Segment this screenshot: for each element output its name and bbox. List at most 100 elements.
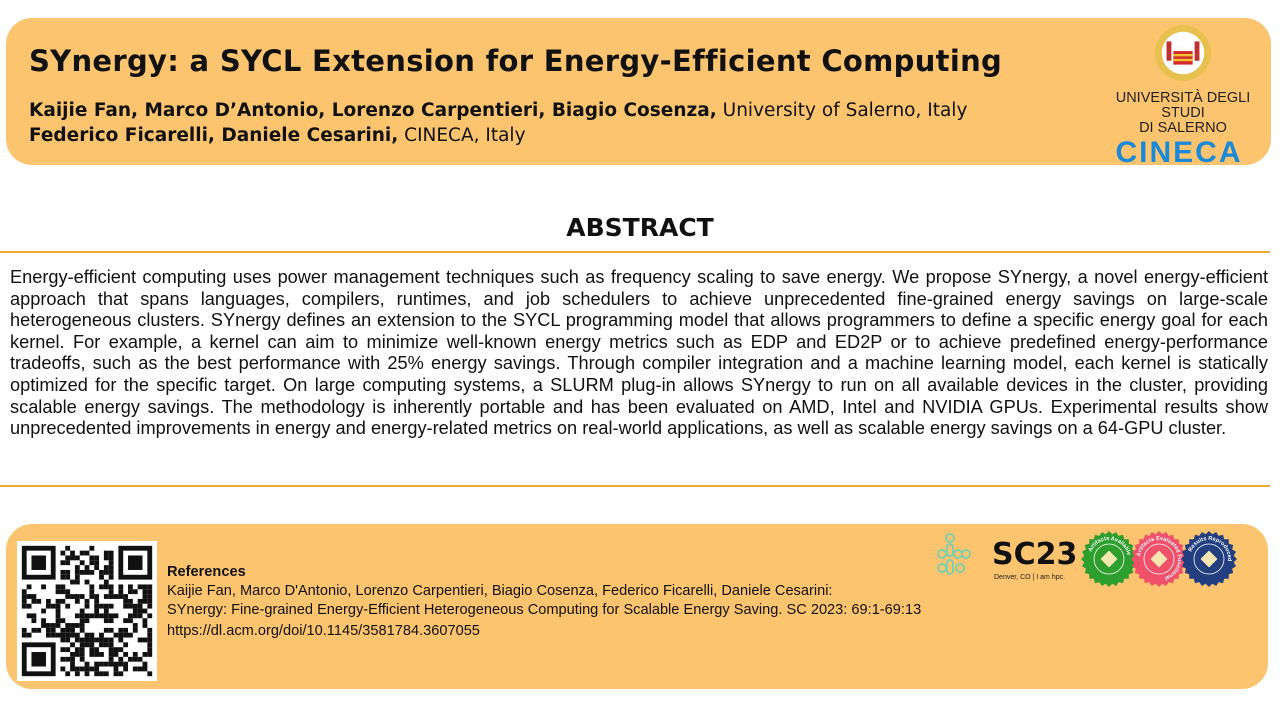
qr-module	[65, 647, 71, 653]
unisa-logo: UNIVERSITÀ DEGLI STUDI DI SALERNO	[1098, 91, 1268, 136]
qr-module	[103, 603, 109, 609]
unisa-logo-line2: DI SALERNO	[1139, 120, 1227, 136]
qr-module	[128, 656, 133, 662]
qr-module	[89, 613, 95, 619]
badge-ring	[1143, 543, 1175, 575]
qr-module	[108, 555, 114, 561]
qr-module	[118, 656, 124, 662]
qr-module	[108, 550, 114, 556]
qr-module	[74, 565, 80, 570]
qr-module	[147, 584, 153, 590]
qr-module	[128, 598, 133, 604]
qr-module	[147, 627, 153, 633]
qr-module	[123, 627, 129, 633]
qr-module	[123, 618, 129, 624]
qr-module	[89, 666, 95, 672]
qr-module	[128, 613, 133, 619]
qr-module	[89, 584, 95, 590]
qr-module	[79, 637, 85, 643]
qr-module	[103, 565, 109, 570]
reference-url-link[interactable]: https://dl.acm.org/doi/10.1145/3581784.3…	[167, 623, 480, 639]
qr-module	[89, 642, 95, 648]
qr-module	[137, 613, 143, 619]
qr-module	[132, 608, 138, 614]
qr-module	[36, 598, 42, 604]
qr-module	[113, 666, 119, 672]
qr-module	[74, 632, 80, 638]
qr-module	[74, 652, 80, 657]
qr-module	[132, 603, 138, 609]
references: References Kaijie Fan, Marco D'Antonio, …	[167, 563, 921, 641]
qr-module	[113, 671, 119, 677]
qr-module	[74, 623, 80, 628]
qr-module	[84, 613, 90, 619]
qr-module	[79, 666, 85, 672]
qr-module	[55, 598, 61, 604]
qr-module	[89, 632, 95, 638]
qr-module	[21, 598, 27, 604]
qr-module	[103, 584, 109, 590]
qr-finder	[31, 555, 46, 570]
qr-module	[21, 594, 27, 599]
qr-module	[118, 584, 124, 590]
qr-module	[74, 574, 80, 580]
qr-module	[123, 642, 129, 648]
qr-module	[89, 555, 95, 561]
qr-module	[89, 589, 95, 595]
qr-module	[65, 656, 71, 662]
qr-module	[94, 598, 100, 604]
qr-module	[103, 594, 109, 599]
qr-module	[103, 579, 109, 585]
qr-module	[60, 656, 66, 662]
qr-module	[147, 642, 153, 648]
qr-module	[26, 632, 32, 638]
qr-module	[45, 632, 51, 638]
qr-module	[108, 589, 114, 595]
qr-module	[108, 642, 114, 648]
qr-module	[26, 613, 32, 619]
qr-module	[123, 594, 129, 599]
qr-module	[94, 565, 100, 570]
qr-module	[84, 637, 90, 643]
qr-module	[99, 613, 104, 619]
qr-module	[137, 603, 143, 609]
qr-module	[74, 569, 80, 575]
qr-module	[50, 627, 56, 633]
qr-module	[118, 632, 124, 638]
qr-module	[70, 623, 75, 628]
qr-module	[123, 598, 129, 604]
qr-module	[147, 598, 153, 604]
qr-module	[103, 555, 109, 561]
qr-module	[103, 569, 109, 575]
qr-module	[89, 569, 95, 575]
qr-module	[74, 594, 80, 599]
qr-module	[60, 569, 66, 575]
qr-module	[79, 627, 85, 633]
divider-top	[0, 251, 1270, 253]
qr-module	[103, 618, 109, 624]
qr-module	[99, 603, 104, 609]
qr-module	[26, 594, 32, 599]
qr-module	[94, 603, 100, 609]
qr-module	[31, 618, 37, 624]
qr-module	[60, 560, 66, 566]
qr-module	[45, 603, 51, 609]
qr-module	[147, 652, 153, 657]
qr-module	[142, 594, 148, 599]
qr-module	[74, 637, 80, 643]
qr-module	[99, 652, 104, 657]
qr-module	[99, 632, 104, 638]
qr-module	[108, 560, 114, 566]
qr-module	[60, 666, 66, 672]
qr-module	[70, 555, 75, 561]
qr-module	[60, 550, 66, 556]
qr-module	[70, 666, 75, 672]
qr-module	[55, 618, 61, 624]
qr-module	[41, 623, 46, 628]
qr-module	[99, 584, 104, 590]
qr-module	[60, 632, 66, 638]
qr-module	[94, 666, 100, 672]
qr-module	[84, 671, 90, 677]
sc23-logo-text: SC23	[992, 537, 1077, 572]
qr-code[interactable]	[17, 541, 157, 681]
